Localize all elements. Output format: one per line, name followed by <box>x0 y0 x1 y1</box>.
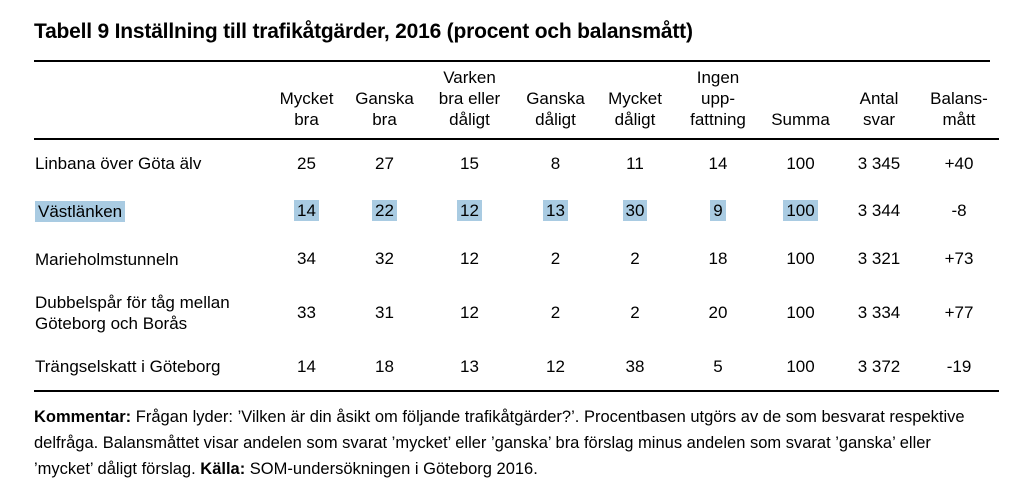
table-cell: 14 <box>708 153 728 173</box>
column-header-summa: Summa <box>762 62 839 140</box>
table-cell: 2 <box>550 303 561 322</box>
table-cell: 2 <box>550 249 561 268</box>
column-header-balansmatt: Balans- mått <box>919 62 999 140</box>
table-header: Mycket bra Ganska bra Varken bra eller d… <box>34 62 999 140</box>
table-cell: 13 <box>515 187 596 235</box>
table-cell: 3 345 <box>857 153 901 173</box>
table-row-vastlanken-highlighted: Västlänken 14 22 12 13 30 9 100 3 344 -8 <box>34 187 999 235</box>
table-cell: 27 <box>375 153 394 173</box>
table-cell: 11 <box>626 153 644 173</box>
column-header-empty <box>34 62 268 140</box>
table-cell: 12 <box>424 187 515 235</box>
table-cell: 15 <box>460 153 479 173</box>
table-title: Tabell 9 Inställning till trafikåtgärder… <box>34 20 693 43</box>
table-cell: 5 <box>674 343 762 392</box>
table-cell: 18 <box>345 343 424 392</box>
highlighted-text: 9 <box>710 200 726 221</box>
table-top-rule <box>34 60 990 62</box>
kalla-text: SOM-undersökningen i Göteborg 2016. <box>245 460 538 478</box>
column-header-mycket-daligt: Mycket dåligt <box>596 62 674 140</box>
table-cell: 12 <box>460 249 479 268</box>
table-cell: 30 <box>596 187 674 235</box>
row-label: Trängselskatt i Göteborg <box>34 343 268 392</box>
table-cell: 13 <box>424 343 515 392</box>
table-cell: 8 <box>550 153 561 173</box>
kalla-label: Källa: <box>200 460 246 478</box>
table-cell: 100 <box>786 249 815 268</box>
table-cell: -8 <box>951 201 967 220</box>
row-label: Linbana över Göta älv <box>35 154 202 173</box>
highlighted-text: 100 <box>783 200 818 221</box>
table-cell: 3 344 <box>857 201 901 220</box>
column-header-ingen-uppfattning: Ingen upp- fattning <box>674 62 762 140</box>
table-cell: 31 <box>375 303 394 322</box>
column-header-mycket-bra: Mycket bra <box>268 62 345 140</box>
table-cell: 33 <box>297 303 316 322</box>
kommentar-text: Frågan lyder: ’Vilken är din åsikt om fö… <box>34 408 965 478</box>
table-cell: 2 <box>630 303 640 322</box>
row-label: Västlänken <box>34 187 268 235</box>
table-cell: 20 <box>708 303 728 322</box>
kommentar-label: Kommentar: <box>34 408 132 426</box>
table-cell: +40 <box>944 153 974 173</box>
table-cell: 12 <box>460 303 479 322</box>
table-cell: 12 <box>515 343 596 392</box>
highlighted-text: 12 <box>457 200 482 221</box>
table-cell: -19 <box>919 343 999 392</box>
column-header-varken: Varken bra eller dåligt <box>424 62 515 140</box>
highlighted-text: Västlänken <box>35 200 126 222</box>
table-cell: 9 <box>674 187 762 235</box>
table-cell: 2 <box>630 249 640 268</box>
table-cell: 18 <box>708 249 728 268</box>
column-header-ganska-bra: Ganska bra <box>345 62 424 140</box>
table-cell: 3 372 <box>839 343 919 392</box>
table-cell: 3 334 <box>857 303 901 322</box>
table-cell: 32 <box>375 249 394 268</box>
highlighted-text: 30 <box>622 200 648 221</box>
highlighted-text: 14 <box>294 200 319 221</box>
table-cell: 38 <box>596 343 674 392</box>
table-cell: 3 321 <box>857 249 901 268</box>
table-row-marieholmstunneln: Marieholmstunneln 34 32 12 2 2 18 100 3 … <box>34 235 999 283</box>
table-cell: 14 <box>268 343 345 392</box>
highlighted-text: 22 <box>372 200 397 221</box>
table-cell: +73 <box>944 249 974 268</box>
table-cell: 25 <box>297 153 316 173</box>
table-row-dubbelspar: Dubbelspår för tåg mellan Göteborg och B… <box>34 283 999 343</box>
table-cell: 100 <box>762 187 839 235</box>
table-cell: 100 <box>786 303 815 322</box>
table-row-trangselskatt: Trängselskatt i Göteborg 14 18 13 12 38 … <box>34 343 999 392</box>
table-cell: 22 <box>345 187 424 235</box>
table-body: Linbana över Göta älv 25 27 15 8 11 14 1… <box>34 139 999 392</box>
traffic-measures-table: Mycket bra Ganska bra Varken bra eller d… <box>34 62 999 392</box>
table-cell: 34 <box>297 249 316 268</box>
row-label: Dubbelspår för tåg mellan Göteborg och B… <box>35 293 230 333</box>
table-cell: 14 <box>268 187 345 235</box>
table-cell: 100 <box>786 153 815 173</box>
table-cell: 100 <box>762 343 839 392</box>
column-header-antal-svar: Antal svar <box>839 62 919 140</box>
document-page: Tabell 9 Inställning till trafikåtgärder… <box>34 20 999 482</box>
table-cell: +77 <box>944 303 974 322</box>
column-header-ganska-daligt: Ganska dåligt <box>515 62 596 140</box>
table-comment: Kommentar: Frågan lyder: ’Vilken är din … <box>34 404 990 482</box>
table-row-linbana: Linbana över Göta älv 25 27 15 8 11 14 1… <box>34 139 999 187</box>
highlighted-text: 13 <box>543 200 568 221</box>
header-row: Mycket bra Ganska bra Varken bra eller d… <box>34 62 999 140</box>
row-label: Marieholmstunneln <box>35 249 179 269</box>
